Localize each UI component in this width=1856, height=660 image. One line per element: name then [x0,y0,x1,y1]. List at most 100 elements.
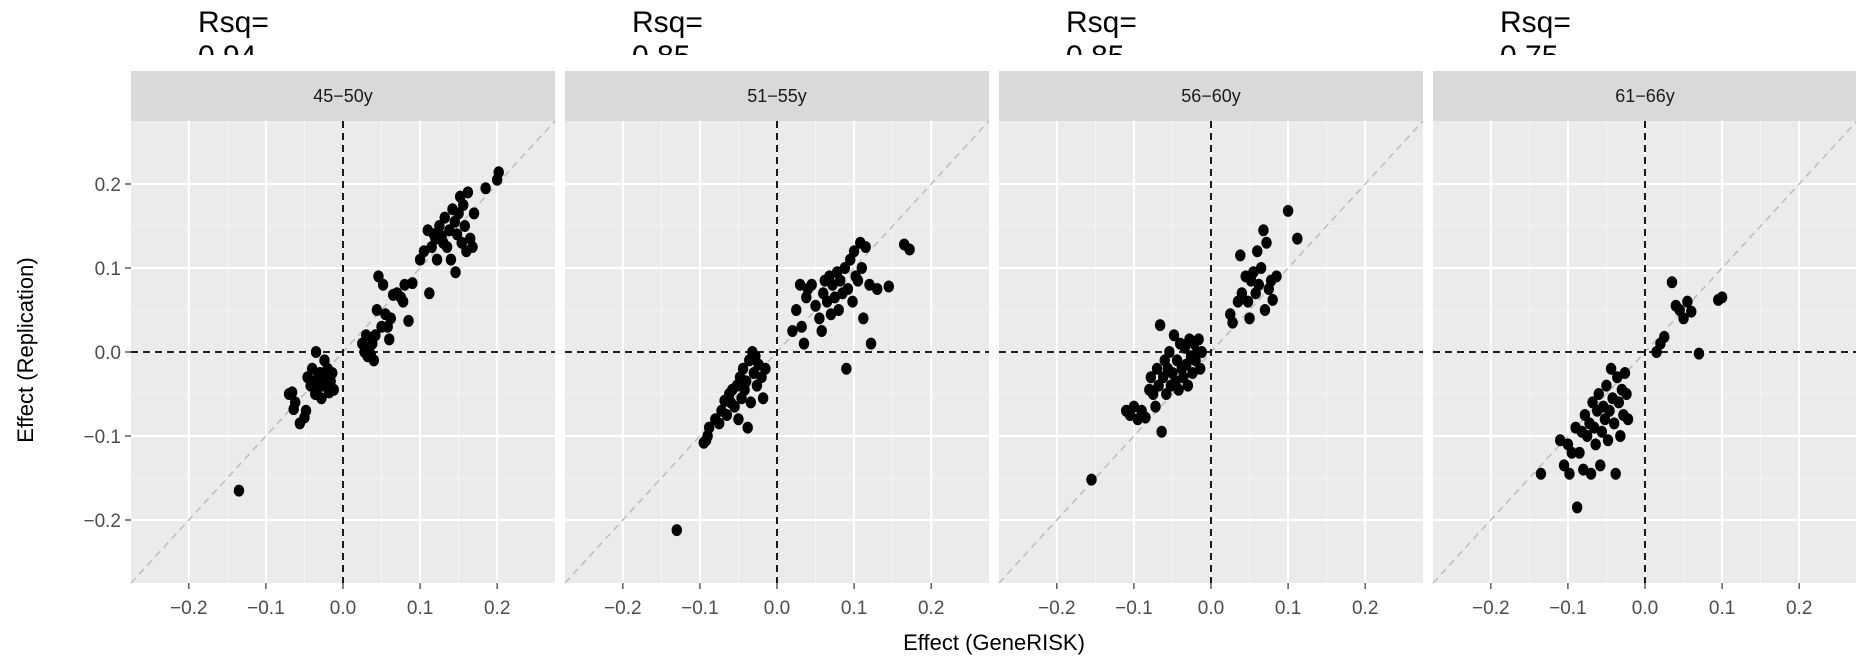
data-point [493,166,504,179]
data-point [1558,459,1570,472]
data-point [377,278,389,291]
panel-45−50y: Rsq=0.94 45−50y −0.2 −0.1 0.0 0.1 0.2 [130,6,556,619]
data-point [745,396,756,409]
data-point [1168,329,1180,342]
data-point [1678,312,1689,325]
data-point [1693,347,1705,360]
x-axis-title: Effect (GeneRISK) [903,630,1085,655]
data-point [1154,319,1166,332]
data-point [1610,467,1621,480]
data-point [434,220,445,232]
data-point [1248,266,1259,279]
data-point [721,409,733,421]
rsq-annotation: Rsq=0.75 [1500,6,1571,73]
rsq-value: 0.85 [632,40,690,73]
data-point [858,312,869,325]
data-point [1571,501,1583,514]
data-point [1535,467,1547,480]
data-point [1252,245,1263,258]
data-point [1574,446,1585,459]
data-point [403,314,414,327]
y-axis-title: Effect (Replication) [13,257,38,442]
data-point [1581,430,1593,442]
data-point [1282,204,1294,217]
strip-background [999,71,1423,121]
data-point [1608,417,1620,430]
data-point [1255,262,1267,274]
data-point [310,346,322,358]
data-point [1682,295,1693,308]
data-point [407,277,418,290]
x-tick-label: 0.1 [1709,598,1735,619]
data-point [1271,270,1282,283]
data-point [1604,404,1615,417]
x-tick-label: 0.0 [330,598,356,619]
data-point [233,484,245,497]
data-point [841,362,852,375]
data-point [671,524,682,537]
rsq-value: 0.94 [198,40,256,73]
x-tick-label: 0.2 [484,598,510,619]
data-point [1150,400,1161,413]
data-point [848,245,860,258]
data-point [1242,295,1254,308]
data-point [760,362,771,375]
data-point [360,329,372,342]
data-point [1182,379,1194,392]
rsq-annotation: Rsq=0.94 [198,6,269,73]
data-point [814,312,825,325]
data-point [1564,467,1575,480]
data-point [1086,473,1097,486]
x-tick-label: −0.2 [1472,598,1510,619]
data-point [445,253,457,266]
data-point [904,243,915,256]
data-point [864,278,875,291]
strip-label: 56−60y [1181,86,1241,106]
data-point [852,274,864,287]
x-tick-label: 0.1 [407,598,433,619]
strip-label: 51−55y [747,86,807,106]
data-point [787,325,798,337]
data-point [1619,367,1631,379]
data-point [1716,291,1728,304]
data-point [1173,383,1184,396]
data-point [829,291,841,304]
data-point [798,337,810,350]
data-point [856,262,867,274]
data-point [300,404,312,417]
y-tick-label: −0.1 [83,427,121,448]
data-point [1147,388,1159,400]
data-point [816,325,827,337]
data-point [810,299,821,312]
rsq-value: 0.85 [1066,40,1124,73]
data-point [286,386,298,399]
data-point [1596,425,1608,438]
data-point [1602,434,1614,447]
data-point [1128,400,1140,413]
data-point [316,392,327,405]
data-point [1588,421,1600,434]
data-point [1156,425,1167,438]
rsq-label: Rsq= [632,6,703,39]
data-point [1555,434,1566,447]
data-point [835,274,846,287]
data-point [865,337,877,350]
data-point [1659,330,1670,343]
panel-61−66y: Rsq=0.75 61−66y −0.2 −0.1 0.0 0.1 0.2 [1432,6,1856,619]
rsq-annotation: Rsq=0.85 [632,6,703,73]
data-point [371,304,383,316]
strip-label: 61−66y [1615,86,1675,106]
data-point [1164,346,1175,358]
data-point [1593,388,1604,400]
data-point [328,383,339,396]
rsq-value: 0.75 [1500,40,1558,73]
x-tick-label: −0.2 [604,598,642,619]
data-point [842,283,854,295]
data-point [462,186,474,199]
data-point [480,182,491,195]
data-point [1666,276,1678,289]
data-point [397,295,409,308]
data-point [1227,316,1238,329]
